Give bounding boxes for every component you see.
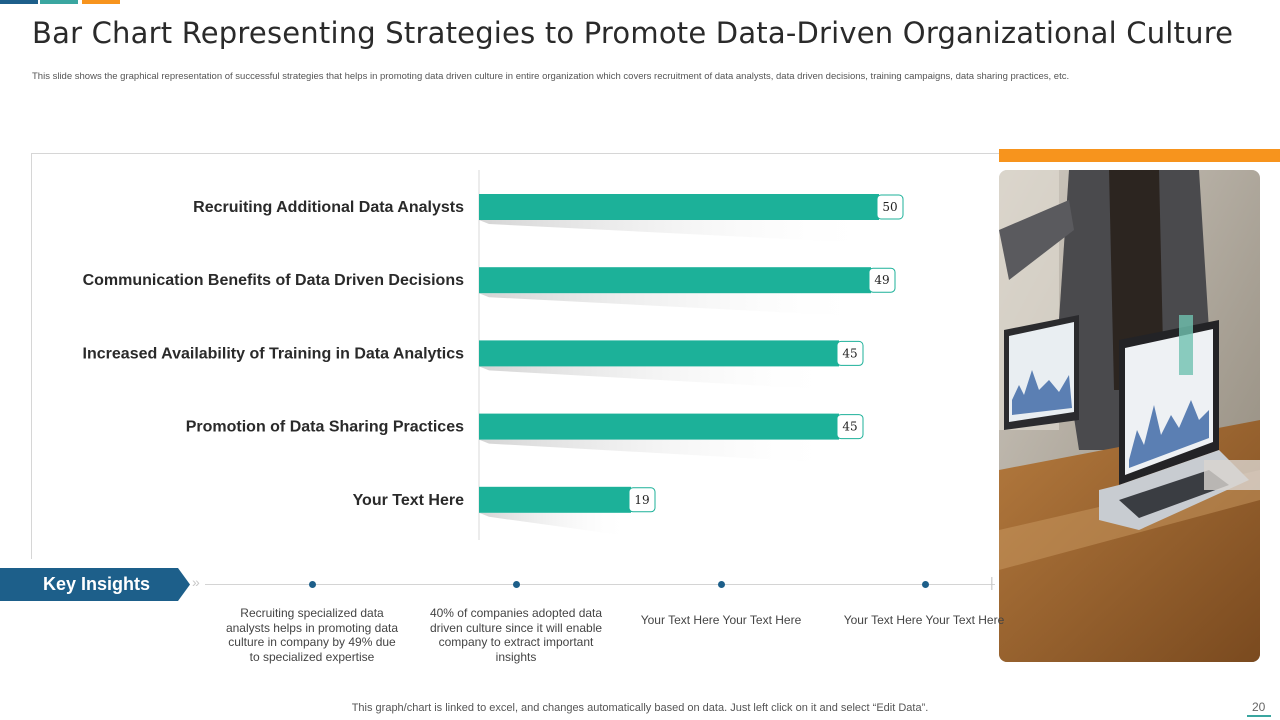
insight-text-4: Your Text Here Your Text Here <box>843 613 1005 627</box>
insight-text-3: Your Text Here Your Text Here <box>640 613 802 627</box>
value-label: 49 <box>874 273 889 287</box>
bar-shadow <box>479 220 879 242</box>
bar[interactable] <box>479 413 839 440</box>
page-number-underline <box>1247 715 1271 717</box>
timeline-dot <box>309 581 316 588</box>
value-label: 45 <box>842 346 857 360</box>
value-label-box <box>836 340 864 366</box>
category-label: Your Text Here <box>353 492 465 509</box>
timeline-dot <box>922 581 929 588</box>
insight-text-1: Recruiting specialized data analysts hel… <box>225 606 399 664</box>
key-insights-label: Key Insights <box>43 574 151 594</box>
bar-chart[interactable]: Recruiting Additional Data Analysts 50 Com… <box>0 150 990 560</box>
category-label: Promotion of Data Sharing Practices <box>186 419 464 436</box>
bar[interactable] <box>479 267 871 294</box>
top-accent-orange <box>82 0 120 4</box>
office-laptop-photo <box>999 170 1260 662</box>
page-subtitle: This slide shows the graphical represent… <box>32 71 1070 82</box>
bar-shadow <box>479 293 871 316</box>
footer-note: This graph/chart is linked to excel, and… <box>351 702 929 714</box>
bar[interactable] <box>479 486 631 513</box>
photo-accent-strip <box>999 149 1280 162</box>
timeline-end-marker: | <box>990 574 994 590</box>
category-label: Communication Benefits of Data Driven De… <box>83 272 465 289</box>
bar-shadow <box>479 512 631 535</box>
chart-frame <box>31 153 1000 559</box>
category-label: Recruiting Additional Data Analysts <box>193 199 464 216</box>
page-number: 20 <box>1252 700 1266 714</box>
key-insights-banner: Key Insights <box>0 568 190 601</box>
top-accent-blue <box>0 0 38 4</box>
bar[interactable] <box>479 340 839 367</box>
page-title: Bar Chart Representing Strategies to Pro… <box>32 16 1234 50</box>
top-accent-teal <box>40 0 78 4</box>
bar-shadow <box>479 439 839 462</box>
timeline-dot <box>513 581 520 588</box>
bar-shadow <box>479 366 839 389</box>
value-label-box <box>868 267 896 293</box>
value-label-box <box>836 414 864 440</box>
value-label: 50 <box>882 200 897 214</box>
insight-text-2: 40% of companies adopted data driven cul… <box>429 606 603 664</box>
value-label: 45 <box>842 420 857 434</box>
value-label: 19 <box>634 493 649 507</box>
timeline-dot <box>718 581 725 588</box>
value-label-box <box>628 487 656 513</box>
category-label: Increased Availability of Training in Da… <box>83 345 465 362</box>
insights-timeline <box>205 584 995 585</box>
value-label-box <box>876 194 904 220</box>
chevron-right-icon: » <box>192 574 200 590</box>
bar[interactable] <box>479 194 879 220</box>
